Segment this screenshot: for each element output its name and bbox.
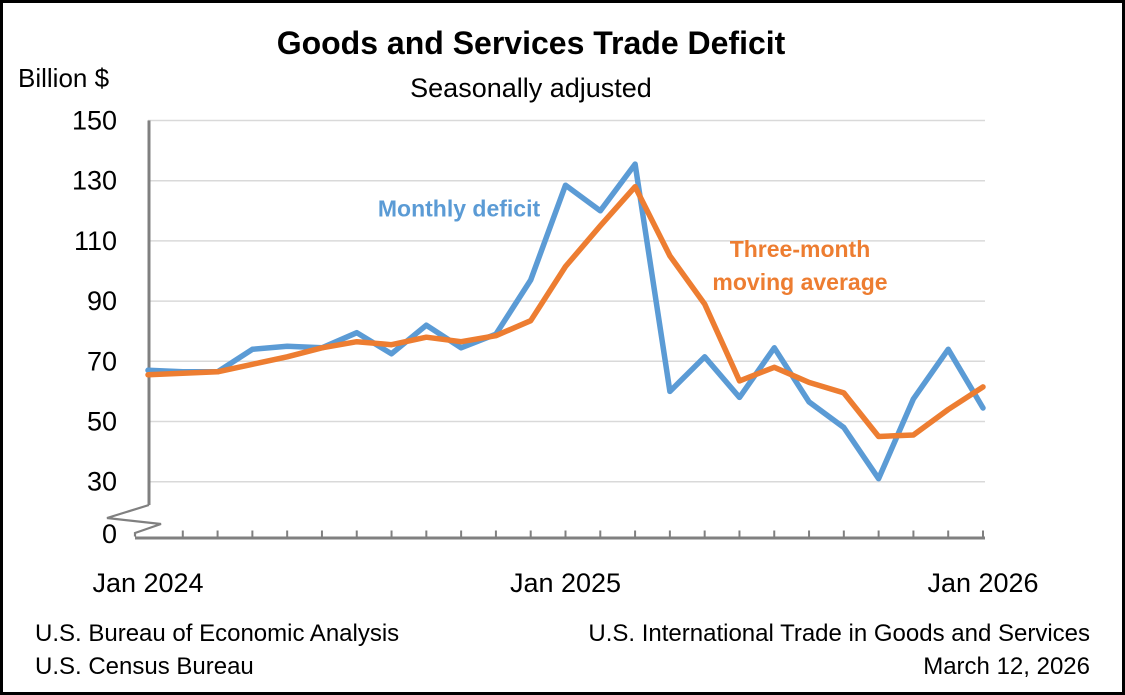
x-tick-label: Jan 2026 <box>927 568 1038 598</box>
x-tick-label: Jan 2025 <box>510 568 621 598</box>
y-tick-label: 130 <box>72 166 117 196</box>
monthly-deficit-line <box>145 161 986 482</box>
x-tick-label: Jan 2024 <box>92 568 203 598</box>
y-tick-label: 70 <box>87 346 117 376</box>
y-tick-label: 0 <box>102 519 117 549</box>
moving-average-line <box>145 183 986 440</box>
y-tick-label: 50 <box>87 407 117 437</box>
source-note-line1: U.S. Bureau of Economic Analysis <box>35 620 400 647</box>
y-tick-label: 150 <box>72 106 117 136</box>
y-tick-label: 110 <box>74 226 117 256</box>
chart-subtitle: Seasonally adjusted <box>410 73 652 103</box>
y-axis-break <box>106 503 162 537</box>
y-tick-label: 90 <box>87 286 117 316</box>
moving-average-series-label-line2: moving average <box>712 269 888 295</box>
y-tick-label: 30 <box>87 467 117 497</box>
y-axis-unit-label: Billion $ <box>18 63 110 93</box>
release-note: U.S. International Trade in Goods and Se… <box>588 617 1090 683</box>
moving-average-series-label: Three-month moving average <box>712 233 887 299</box>
chart-title: Goods and Services Trade Deficit <box>276 25 786 61</box>
release-note-line2: March 12, 2026 <box>923 653 1090 680</box>
release-note-line1: U.S. International Trade in Goods and Se… <box>588 620 1090 647</box>
moving-average-series-label-line1: Three-month <box>729 236 871 262</box>
source-note: U.S. Bureau of Economic Analysis U.S. Ce… <box>35 617 399 683</box>
trade-deficit-chart: 150 130 110 90 70 50 30 0 Jan 2024 Jan 2025 Jan 20… <box>72 106 1039 599</box>
source-note-line2: U.S. Census Bureau <box>35 653 254 680</box>
monthly-deficit-series-label: Monthly deficit <box>377 195 541 222</box>
